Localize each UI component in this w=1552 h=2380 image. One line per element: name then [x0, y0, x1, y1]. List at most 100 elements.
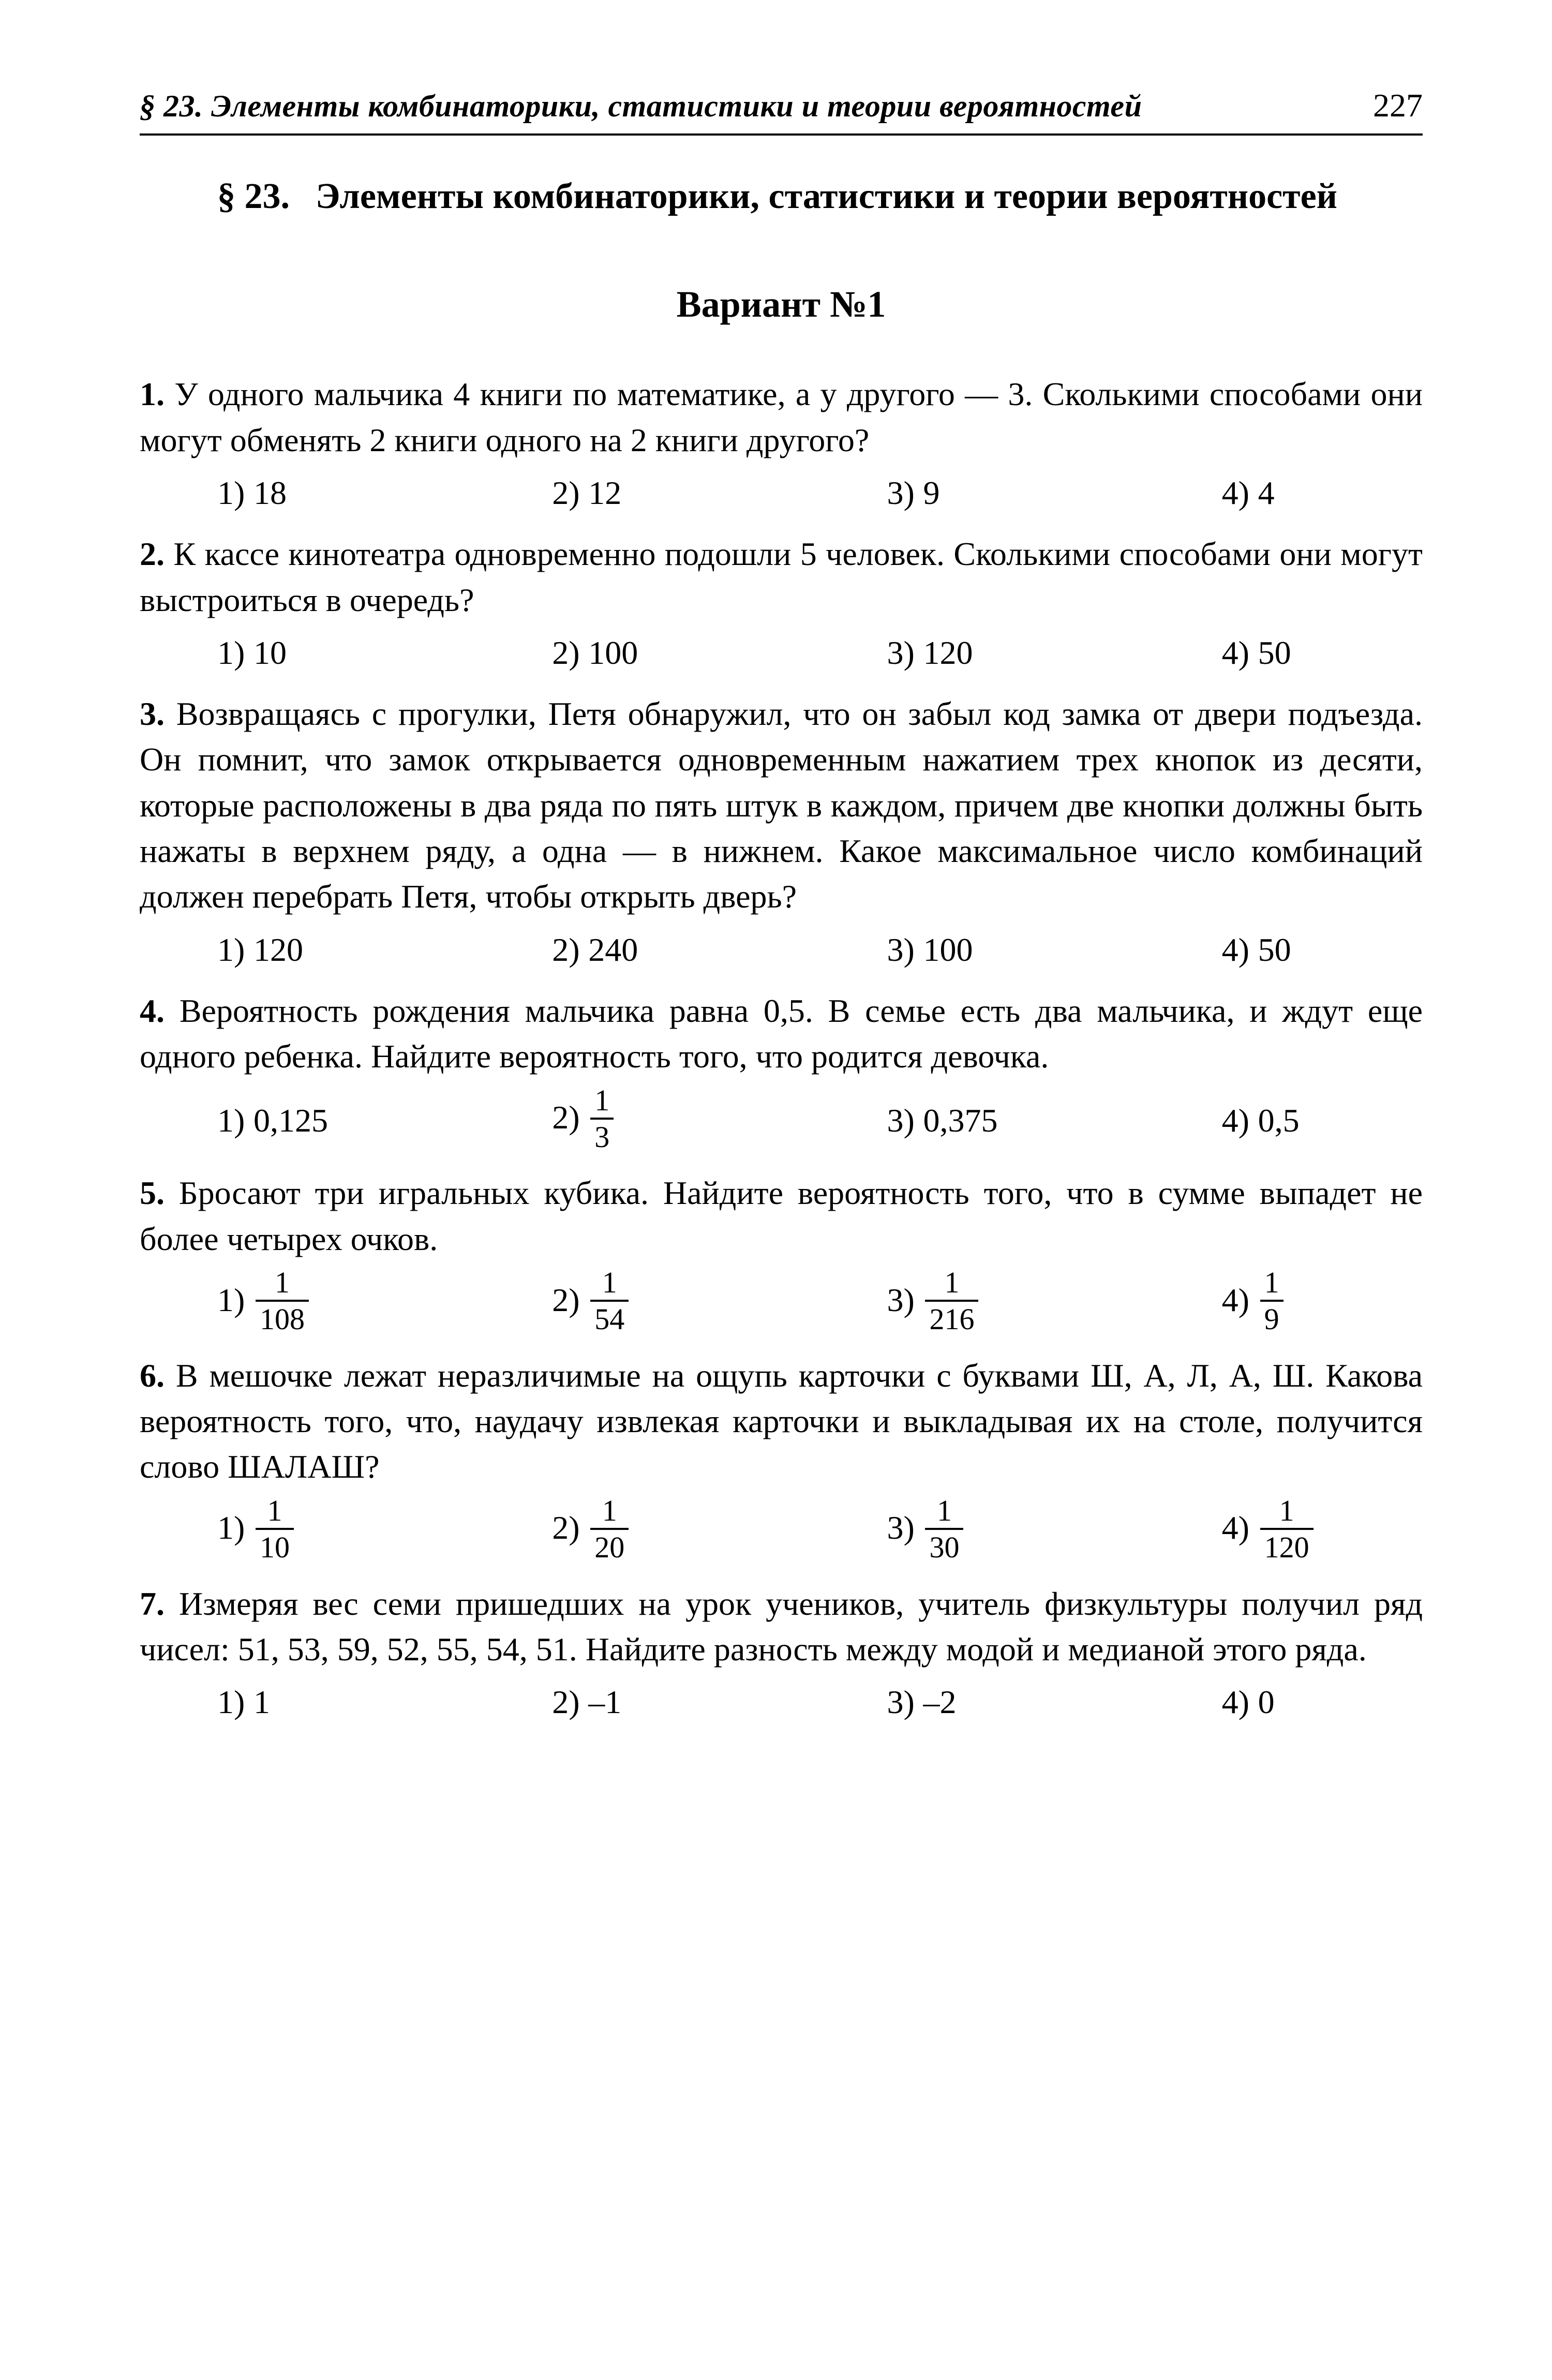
option-label: 3)	[887, 927, 923, 973]
option-label: 1)	[217, 630, 253, 676]
section-title: § 23. Элементы комбинаторики, статистики…	[217, 172, 1423, 222]
option-value: –1	[588, 1684, 621, 1720]
fraction: 1216	[925, 1267, 978, 1335]
fraction: 130	[925, 1495, 963, 1564]
running-head-title: § 23. Элементы комбинаторики, статистики…	[140, 85, 1142, 128]
option-label: 4)	[1222, 1277, 1258, 1323]
problem-text: 3. Возвращаясь с прогулки, Петя обнаружи…	[140, 691, 1423, 920]
fraction-numerator: 1	[256, 1495, 294, 1530]
problem-number: 2.	[140, 536, 173, 572]
fraction-denominator: 54	[590, 1302, 629, 1335]
answer-option: 2) 12	[552, 470, 887, 516]
fraction-numerator: 1	[1260, 1267, 1284, 1302]
fraction-denominator: 216	[925, 1302, 978, 1335]
answer-option: 2) –1	[552, 1679, 887, 1725]
answer-option: 4) 50	[1222, 927, 1423, 973]
option-label: 2)	[552, 1095, 588, 1140]
option-label: 2)	[552, 1679, 588, 1725]
problem-text: 5. Бросают три игральных кубика. Найдите…	[140, 1170, 1423, 1262]
option-value: –2	[923, 1684, 956, 1720]
answer-option: 1) 1108	[217, 1269, 552, 1337]
fraction-denominator: 9	[1260, 1302, 1284, 1335]
option-label: 1)	[217, 1505, 253, 1551]
fraction-denominator: 108	[256, 1302, 309, 1335]
problem-text: 4. Вероятность рождения мальчика равна 0…	[140, 988, 1423, 1080]
answer-options: 1) 182) 123) 94) 4	[140, 470, 1423, 516]
option-value: 50	[1258, 931, 1291, 968]
option-label: 2)	[552, 470, 588, 516]
answer-option: 3) 0,375	[887, 1098, 1221, 1143]
problem: 5. Бросают три игральных кубика. Найдите…	[140, 1170, 1423, 1337]
fraction-numerator: 1	[925, 1267, 978, 1302]
option-value: 0	[1258, 1684, 1275, 1720]
problem-text: 7. Измеряя вес семи пришедших на урок уч…	[140, 1581, 1423, 1673]
option-value: 9	[923, 474, 939, 511]
fraction-numerator: 1	[256, 1267, 309, 1302]
option-label: 4)	[1222, 470, 1258, 516]
problem-text: 2. К кассе кинотеатра одновременно подош…	[140, 531, 1423, 623]
option-label: 2)	[552, 1277, 588, 1323]
problem-text: 1. У одного мальчика 4 книги по математи…	[140, 371, 1423, 463]
answer-options: 1) 102) 1003) 1204) 50	[140, 630, 1423, 676]
problem-number: 4.	[140, 992, 180, 1029]
problems-list: 1. У одного мальчика 4 книги по математи…	[140, 371, 1423, 1725]
answer-option: 1) 18	[217, 470, 552, 516]
fraction: 110	[256, 1495, 294, 1564]
fraction: 154	[590, 1267, 629, 1335]
option-label: 1)	[217, 1679, 253, 1725]
fraction: 1120	[1260, 1495, 1314, 1564]
variant-heading: Вариант №1	[140, 279, 1423, 330]
problem-number: 6.	[140, 1357, 176, 1394]
option-label: 2)	[552, 630, 588, 676]
option-value: 18	[253, 474, 287, 511]
answer-option: 4) 4	[1222, 470, 1423, 516]
answer-option: 3) –2	[887, 1679, 1221, 1725]
answer-option: 1) 1	[217, 1679, 552, 1725]
fraction: 1108	[256, 1267, 309, 1335]
answer-options: 1) 11082) 1543) 12164) 19	[140, 1269, 1423, 1337]
answer-option: 2) 154	[552, 1269, 887, 1337]
option-label: 4)	[1222, 630, 1258, 676]
answer-option: 2) 100	[552, 630, 887, 676]
fraction-numerator: 1	[925, 1495, 963, 1530]
fraction-denominator: 10	[256, 1530, 294, 1564]
answer-option: 3) 130	[887, 1497, 1221, 1566]
fraction-denominator: 120	[1260, 1530, 1314, 1564]
option-label: 3)	[887, 470, 923, 516]
running-head: § 23. Элементы комбинаторики, статистики…	[140, 83, 1423, 136]
answer-option: 2) 13	[552, 1087, 887, 1155]
problem-number: 5.	[140, 1174, 179, 1211]
option-label: 3)	[887, 1505, 923, 1551]
answer-option: 3) 120	[887, 630, 1221, 676]
option-value: 240	[588, 931, 638, 968]
option-value: 100	[588, 634, 638, 671]
option-label: 2)	[552, 927, 588, 973]
answer-options: 1) 12) –13) –24) 0	[140, 1679, 1423, 1725]
answer-option: 4) 0	[1222, 1679, 1423, 1725]
problem-number: 3.	[140, 695, 176, 732]
answer-option: 1) 120	[217, 927, 552, 973]
option-value: 12	[588, 474, 621, 511]
option-value: 120	[253, 931, 303, 968]
fraction: 120	[590, 1495, 629, 1564]
option-value: 0,5	[1258, 1102, 1300, 1139]
option-label: 4)	[1222, 1098, 1258, 1143]
option-label: 1)	[217, 927, 253, 973]
problem: 2. К кассе кинотеатра одновременно подош…	[140, 531, 1423, 676]
fraction-numerator: 1	[590, 1495, 629, 1530]
problem: 3. Возвращаясь с прогулки, Петя обнаружи…	[140, 691, 1423, 973]
answer-option: 2) 240	[552, 927, 887, 973]
page-number: 227	[1373, 83, 1423, 128]
problem-number: 7.	[140, 1585, 179, 1622]
answer-option: 1) 0,125	[217, 1098, 552, 1143]
answer-option: 1) 10	[217, 630, 552, 676]
answer-option: 3) 9	[887, 470, 1221, 516]
option-label: 4)	[1222, 1505, 1258, 1551]
answer-options: 1) 1102) 1203) 1304) 1120	[140, 1497, 1423, 1566]
answer-option: 3) 100	[887, 927, 1221, 973]
answer-option: 4) 50	[1222, 630, 1423, 676]
fraction-denominator: 3	[590, 1120, 614, 1153]
fraction-denominator: 30	[925, 1530, 963, 1564]
option-label: 1)	[217, 1098, 253, 1143]
section-number: § 23.	[217, 172, 290, 222]
